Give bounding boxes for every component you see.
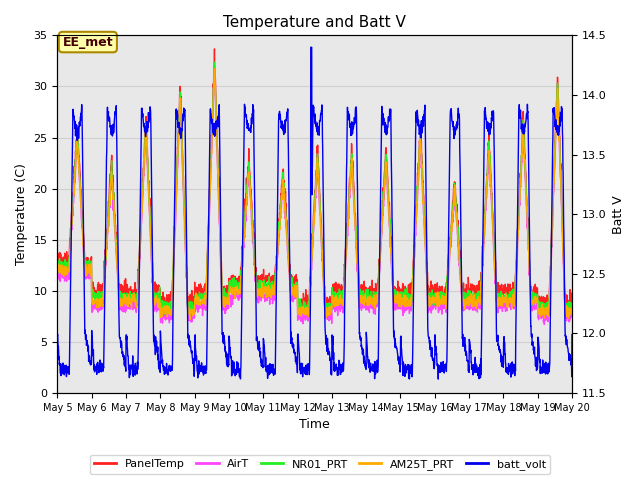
- Y-axis label: Temperature (C): Temperature (C): [15, 163, 28, 265]
- AirT: [464, 302, 472, 308]
- PanelTemp: [341, 262, 349, 268]
- AirT: [340, 275, 348, 280]
- AM25T_PRT: [523, 204, 531, 210]
- NR01_PRT: [538, 303, 545, 309]
- Legend: PanelTemp, AirT, NR01_PRT, AM25T_PRT, batt_volt: PanelTemp, AirT, NR01_PRT, AM25T_PRT, ba…: [90, 455, 550, 474]
- batt_volt: [465, 368, 472, 374]
- AirT: [197, 302, 205, 308]
- AirT: [211, 64, 218, 70]
- NR01_PRT: [330, 294, 337, 300]
- Y-axis label: Batt V: Batt V: [612, 195, 625, 234]
- NR01_PRT: [568, 300, 576, 306]
- PanelTemp: [296, 312, 304, 317]
- AM25T_PRT: [538, 305, 545, 311]
- PanelTemp: [54, 251, 61, 256]
- AM25T_PRT: [54, 266, 61, 272]
- AirT: [541, 322, 548, 327]
- batt_volt: [54, 334, 61, 339]
- batt_volt: [523, 111, 531, 117]
- AirT: [330, 303, 337, 309]
- PanelTemp: [538, 298, 545, 303]
- batt_volt: [435, 376, 442, 382]
- batt_volt: [538, 366, 545, 372]
- PanelTemp: [197, 283, 205, 288]
- AM25T_PRT: [341, 273, 349, 278]
- batt_volt: [568, 332, 576, 337]
- batt_volt: [197, 369, 205, 374]
- batt_volt: [307, 44, 315, 50]
- X-axis label: Time: Time: [300, 419, 330, 432]
- Text: EE_met: EE_met: [63, 36, 113, 48]
- NR01_PRT: [211, 60, 218, 65]
- Line: NR01_PRT: NR01_PRT: [58, 62, 572, 314]
- batt_volt: [330, 357, 337, 362]
- Line: batt_volt: batt_volt: [58, 47, 572, 379]
- AirT: [568, 314, 576, 320]
- PanelTemp: [465, 275, 472, 280]
- AM25T_PRT: [211, 66, 218, 72]
- NR01_PRT: [197, 293, 205, 299]
- AirT: [523, 210, 531, 216]
- AM25T_PRT: [465, 303, 472, 309]
- PanelTemp: [568, 303, 576, 309]
- NR01_PRT: [54, 263, 61, 268]
- PanelTemp: [211, 46, 218, 52]
- AM25T_PRT: [568, 311, 576, 317]
- Line: AirT: AirT: [58, 67, 572, 324]
- PanelTemp: [523, 202, 531, 207]
- AM25T_PRT: [197, 298, 205, 304]
- AM25T_PRT: [186, 317, 194, 323]
- NR01_PRT: [523, 199, 531, 205]
- Title: Temperature and Batt V: Temperature and Batt V: [223, 15, 406, 30]
- NR01_PRT: [341, 268, 349, 274]
- AM25T_PRT: [330, 298, 337, 303]
- Line: PanelTemp: PanelTemp: [58, 49, 572, 314]
- NR01_PRT: [161, 311, 168, 317]
- PanelTemp: [330, 285, 337, 290]
- batt_volt: [340, 305, 348, 311]
- Line: AM25T_PRT: AM25T_PRT: [58, 69, 572, 320]
- AirT: [54, 274, 61, 280]
- NR01_PRT: [465, 293, 472, 299]
- AirT: [537, 311, 545, 316]
